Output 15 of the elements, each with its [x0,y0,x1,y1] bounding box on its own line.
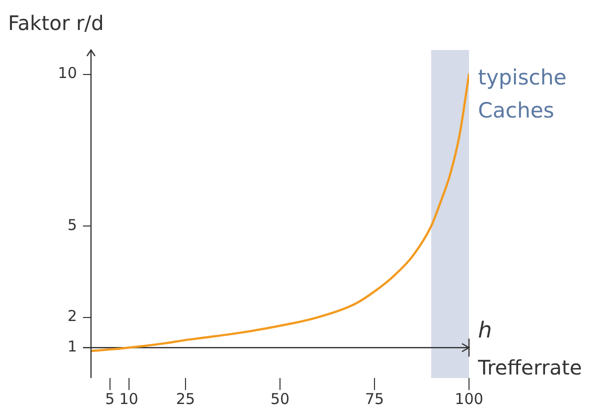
y-tick-label: 2 [67,307,77,326]
band-label: typische Caches [478,65,567,122]
x-tick-label: 50 [270,390,290,406]
y-tick-label: 1 [67,338,77,356]
y-axis-title: Faktor r/d [8,11,104,35]
text: h [478,318,492,344]
line-series [91,73,469,352]
x-tick-label: 25 [176,390,196,406]
y-tick-label: 5 [67,216,77,234]
x-tick-label: 100 [454,390,484,406]
x-tick-label: 5 [105,390,115,406]
y-tick-label: 10 [58,64,77,82]
x-axis-title: Trefferrate [477,356,582,380]
x-tick-label: 75 [364,390,384,406]
x-tick-label: 10 [119,390,138,406]
